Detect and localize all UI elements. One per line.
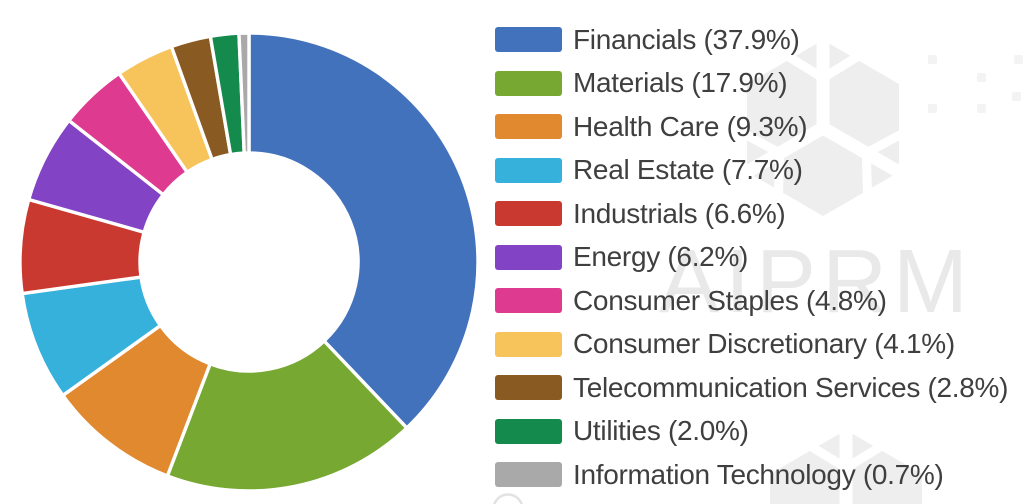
legend-label: Health Care (9.3%) <box>573 110 808 142</box>
legend-swatch-financials <box>495 27 562 53</box>
legend-swatch-information-technology <box>495 462 562 488</box>
legend-item-health-care: Health Care (9.3%) <box>495 105 1008 149</box>
legend-swatch-industrials <box>495 201 562 227</box>
donut-slice-financials <box>247 31 480 431</box>
legend-label: Energy (6.2%) <box>573 241 749 273</box>
legend-swatch-utilities <box>495 418 562 444</box>
legend-item-energy: Energy (6.2%) <box>495 236 1008 280</box>
legend-item-telecommunication-services: Telecommunication Services (2.8%) <box>495 366 1008 410</box>
legend-label: Financials (37.9%) <box>573 23 800 55</box>
legend-label: Industrials (6.6%) <box>573 197 786 229</box>
legend-item-utilities: Utilities (2.0%) <box>495 410 1008 454</box>
donut-slice-materials <box>165 338 410 493</box>
legend-label: Materials (17.9%) <box>573 67 788 99</box>
legend-item-materials: Materials (17.9%) <box>495 62 1008 106</box>
legend-label: Consumer Discretionary (4.1%) <box>573 328 955 360</box>
legend-item-real-estate: Real Estate (7.7%) <box>495 149 1008 193</box>
legend-item-industrials: Industrials (6.6%) <box>495 192 1008 236</box>
donut-slice-information-technology <box>237 31 251 155</box>
legend-label: Telecommunication Services (2.8%) <box>573 371 1009 403</box>
legend-item-information-technology: Information Technology (0.7%) <box>495 453 1008 497</box>
legend-swatch-consumer-discretionary <box>495 331 562 357</box>
legend-label: Utilities (2.0%) <box>573 415 749 447</box>
legend-item-consumer-staples: Consumer Staples (4.8%) <box>495 279 1008 323</box>
legend-label: Information Technology (0.7%) <box>573 458 944 490</box>
chart-legend: Financials (37.9%) Materials (17.9%) Healt… <box>495 18 1008 497</box>
legend-swatch-materials <box>495 70 562 96</box>
legend-label: Real Estate (7.7%) <box>573 154 803 186</box>
legend-item-consumer-discretionary: Consumer Discretionary (4.1%) <box>495 323 1008 367</box>
legend-swatch-telecommunication-services <box>495 375 562 401</box>
legend-label: Consumer Staples (4.8%) <box>573 284 887 316</box>
legend-swatch-energy <box>495 244 562 270</box>
legend-swatch-real-estate <box>495 157 562 183</box>
legend-swatch-health-care <box>495 114 562 140</box>
legend-swatch-consumer-staples <box>495 288 562 314</box>
legend-item-financials: Financials (37.9%) <box>495 18 1008 62</box>
